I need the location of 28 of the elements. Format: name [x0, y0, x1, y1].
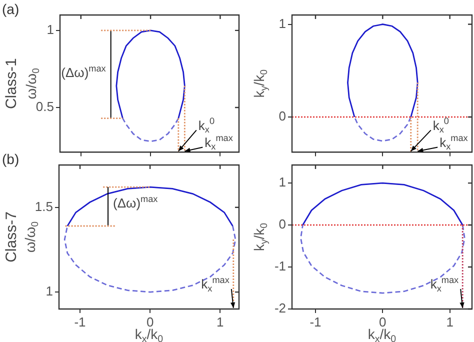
y-tick-label: 1: [278, 174, 286, 190]
y-tick-label: -2: [274, 300, 286, 316]
y-tick-label: 0: [278, 108, 286, 124]
y-tick-label: 1.5: [34, 198, 53, 214]
x-tick-label: 1: [216, 314, 224, 330]
y-tick-label: -1: [274, 258, 286, 274]
chart-title: (a): [2, 0, 20, 17]
line-series: [300, 224, 466, 294]
y-axis-title: ky/k0: [250, 68, 270, 98]
x-tick-label: 0: [379, 314, 386, 330]
y-tick-label: 1: [278, 16, 286, 31]
y-axis-title: ky/k0: [250, 222, 270, 252]
y-axis-title: ω/ω0: [22, 67, 42, 100]
line-series: [354, 116, 412, 142]
chart-title: (b): [2, 150, 20, 167]
y-tick-label: 1: [46, 284, 53, 299]
y-tick-label: 1: [46, 22, 54, 37]
line-series: [122, 118, 180, 142]
x-tick-label: -1: [74, 314, 86, 330]
y-axis-title: ω/ω0: [22, 220, 41, 253]
line-series: [64, 225, 236, 293]
x-tick-label: 1: [446, 314, 454, 330]
text: Class-1: [3, 58, 20, 110]
text: Class-7: [3, 212, 20, 262]
x-tick-label: 0: [146, 314, 154, 330]
y-tick-label: 0: [278, 216, 286, 232]
y-tick-label: 0.5: [36, 99, 54, 114]
x-tick-label: -1: [310, 314, 322, 330]
